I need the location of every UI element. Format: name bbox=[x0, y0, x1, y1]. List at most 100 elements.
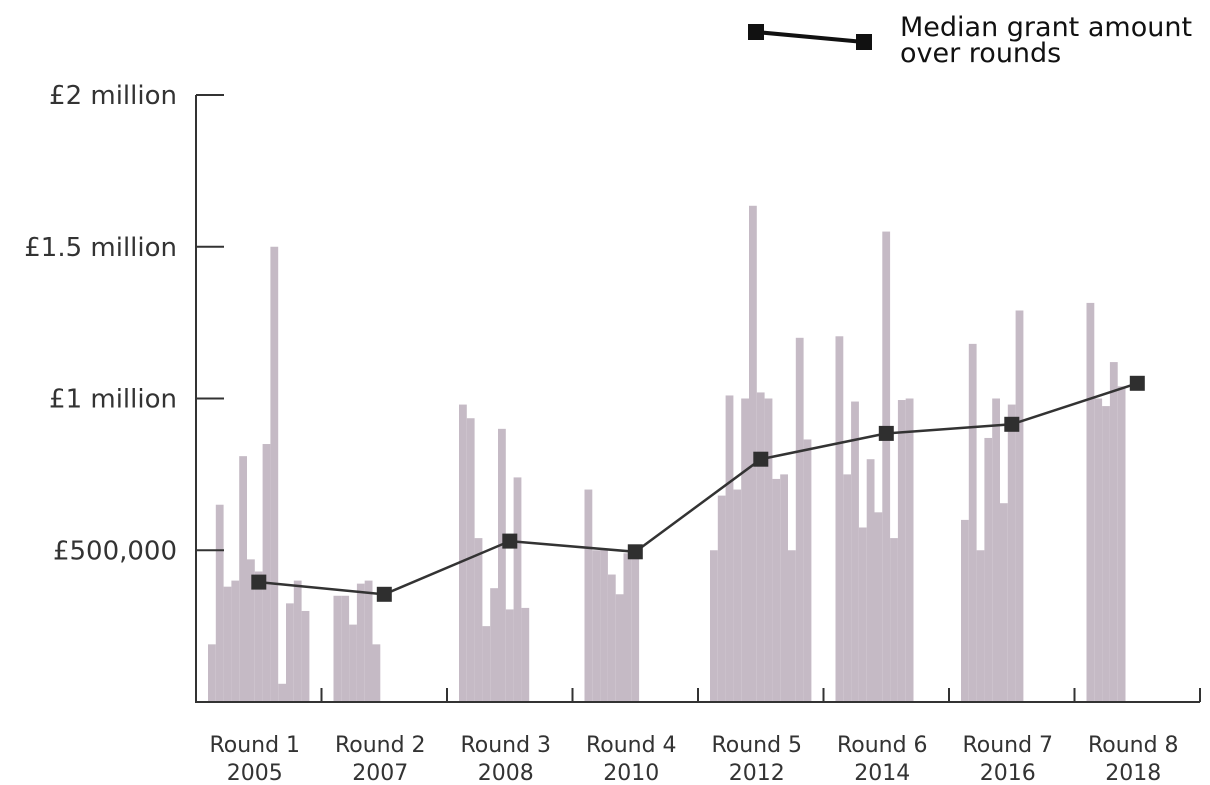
grant-bar-round-8-1 bbox=[1086, 302, 1095, 702]
grant-bar-round-2-5 bbox=[364, 580, 373, 702]
grant-bar-round-6-8 bbox=[890, 538, 898, 702]
x-tick-label-round-6: Round 6 bbox=[837, 733, 928, 758]
x-tick-label-round-4: Round 4 bbox=[586, 733, 677, 758]
x-tick-label-round-8: Round 8 bbox=[1088, 733, 1179, 758]
x-tick-label-round-7: Round 7 bbox=[962, 733, 1053, 758]
median-line-series bbox=[251, 375, 1145, 602]
grant-bar-round-3-2 bbox=[466, 418, 475, 702]
grant-bar-round-1-13 bbox=[301, 610, 310, 702]
median-marker-round-5 bbox=[753, 451, 769, 467]
grant-bar-round-8-2 bbox=[1094, 398, 1103, 702]
grant-bar-round-6-10 bbox=[905, 398, 914, 702]
grant-bar-round-8-5 bbox=[1117, 386, 1126, 702]
grant-bar-round-5-1 bbox=[710, 550, 718, 702]
grant-bar-round-1-11 bbox=[286, 603, 294, 702]
median-marker-round-8 bbox=[1129, 375, 1145, 391]
grant-bar-round-3-6 bbox=[498, 428, 506, 702]
grant-bar-round-5-10 bbox=[780, 474, 788, 703]
x-tick-label-round-3: Round 3 bbox=[460, 733, 551, 758]
grant-bar-round-4-2 bbox=[592, 550, 601, 702]
grant-bar-round-1-5 bbox=[239, 456, 247, 702]
x-tick-label-year-2: 2007 bbox=[352, 761, 408, 785]
grant-bar-round-5-9 bbox=[772, 478, 781, 702]
grant-bar-round-5-13 bbox=[803, 439, 812, 702]
legend-label-line1: Median grant amount bbox=[900, 12, 1192, 43]
grant-bar-round-7-8 bbox=[1015, 310, 1024, 702]
grant-bar-round-8-3 bbox=[1102, 406, 1110, 702]
grant-bar-round-3-1 bbox=[459, 404, 467, 702]
grant-bar-round-5-12 bbox=[795, 337, 804, 702]
grant-bar-round-3-4 bbox=[482, 626, 491, 703]
median-marker-round-3 bbox=[502, 533, 518, 549]
grant-bar-round-2-3 bbox=[349, 624, 357, 702]
grant-bar-round-4-6 bbox=[623, 553, 632, 702]
grant-bar-round-5-5 bbox=[741, 398, 749, 702]
legend-marker-end bbox=[856, 34, 872, 50]
grant-bar-round-4-4 bbox=[607, 574, 616, 702]
grant-bar-round-6-1 bbox=[835, 336, 844, 702]
grant-bar-round-7-7 bbox=[1007, 404, 1016, 702]
grant-bar-round-1-1 bbox=[208, 644, 216, 702]
grant-bar-round-5-2 bbox=[717, 495, 726, 702]
grant-bar-round-6-9 bbox=[897, 400, 906, 702]
grant-bar-round-7-3 bbox=[976, 550, 985, 702]
grant-bar-round-1-7 bbox=[254, 571, 263, 702]
x-tick-label-round-1: Round 1 bbox=[209, 733, 300, 758]
grant-bar-round-8-4 bbox=[1109, 362, 1118, 702]
median-marker-round-4 bbox=[627, 544, 643, 560]
grant-bar-round-2-6 bbox=[372, 644, 381, 702]
legend-label-line2: over rounds bbox=[900, 38, 1061, 69]
grant-bar-round-5-4 bbox=[733, 489, 742, 702]
grant-bar-round-1-9 bbox=[270, 246, 279, 702]
x-tick-label-year-3: 2008 bbox=[478, 761, 534, 785]
x-tick-label-round-5: Round 5 bbox=[711, 733, 802, 758]
grant-bar-round-5-3 bbox=[725, 395, 734, 702]
x-tick-label-year-1: 2005 bbox=[227, 761, 283, 785]
grant-bar-round-5-7 bbox=[756, 392, 765, 702]
grant-bar-round-3-8 bbox=[513, 477, 522, 702]
grant-bar-round-7-6 bbox=[1000, 503, 1008, 702]
x-tick-label-year-5: 2012 bbox=[729, 761, 785, 785]
axes: £500,000 £1 million £1.5 million £2 million… bbox=[24, 81, 1201, 785]
grant-bar-round-3-7 bbox=[505, 609, 514, 702]
grant-bar-round-1-4 bbox=[231, 580, 240, 702]
grant-bar-round-3-3 bbox=[474, 538, 483, 702]
median-marker-round-6 bbox=[878, 425, 894, 441]
legend-line-swatch bbox=[755, 30, 865, 44]
grant-bar-round-3-5 bbox=[490, 588, 498, 702]
grant-bar-round-7-5 bbox=[992, 398, 1000, 702]
grant-bar-round-6-5 bbox=[866, 459, 875, 702]
grant-bar-round-6-4 bbox=[858, 527, 867, 702]
grant-bar-round-5-11 bbox=[788, 550, 796, 702]
y-tick-label-1: £500,000 bbox=[53, 536, 177, 566]
grant-bar-round-1-2 bbox=[215, 504, 224, 702]
grant-bar-round-1-12 bbox=[293, 580, 302, 702]
median-marker-round-2 bbox=[376, 586, 392, 602]
legend-marker-start bbox=[748, 24, 764, 40]
legend: Median grant amount over rounds bbox=[748, 12, 1192, 69]
grant-bar-round-7-2 bbox=[968, 343, 977, 702]
grant-bar-round-2-4 bbox=[356, 583, 365, 702]
grant-bar-round-1-10 bbox=[278, 683, 286, 702]
y-tick-label-4: £2 million bbox=[49, 81, 177, 111]
grant-bar-round-2-1 bbox=[333, 595, 342, 702]
grant-bar-round-2-2 bbox=[341, 595, 350, 702]
grant-bar-round-1-8 bbox=[262, 444, 271, 702]
grant-bar-round-6-3 bbox=[851, 401, 859, 702]
grant-bar-round-6-7 bbox=[882, 231, 891, 702]
grant-bar-round-1-6 bbox=[247, 559, 255, 702]
grant-bar-round-4-3 bbox=[600, 548, 608, 702]
grant-bar-round-5-8 bbox=[764, 398, 773, 702]
grant-bar-round-6-6 bbox=[874, 512, 883, 702]
grant-bar-round-7-1 bbox=[961, 519, 969, 702]
grant-bar-round-4-7 bbox=[631, 553, 640, 702]
median-marker-round-1 bbox=[251, 574, 267, 590]
median-line bbox=[258, 382, 1138, 596]
x-tick-label-year-6: 2014 bbox=[854, 761, 910, 785]
x-tick-label-year-7: 2016 bbox=[980, 761, 1036, 785]
y-tick-label-2: £1 million bbox=[49, 385, 177, 415]
x-tick-label-year-4: 2010 bbox=[603, 761, 659, 785]
y-tick-label-3: £1.5 million bbox=[24, 233, 177, 263]
grant-bar-round-4-1 bbox=[584, 489, 593, 702]
